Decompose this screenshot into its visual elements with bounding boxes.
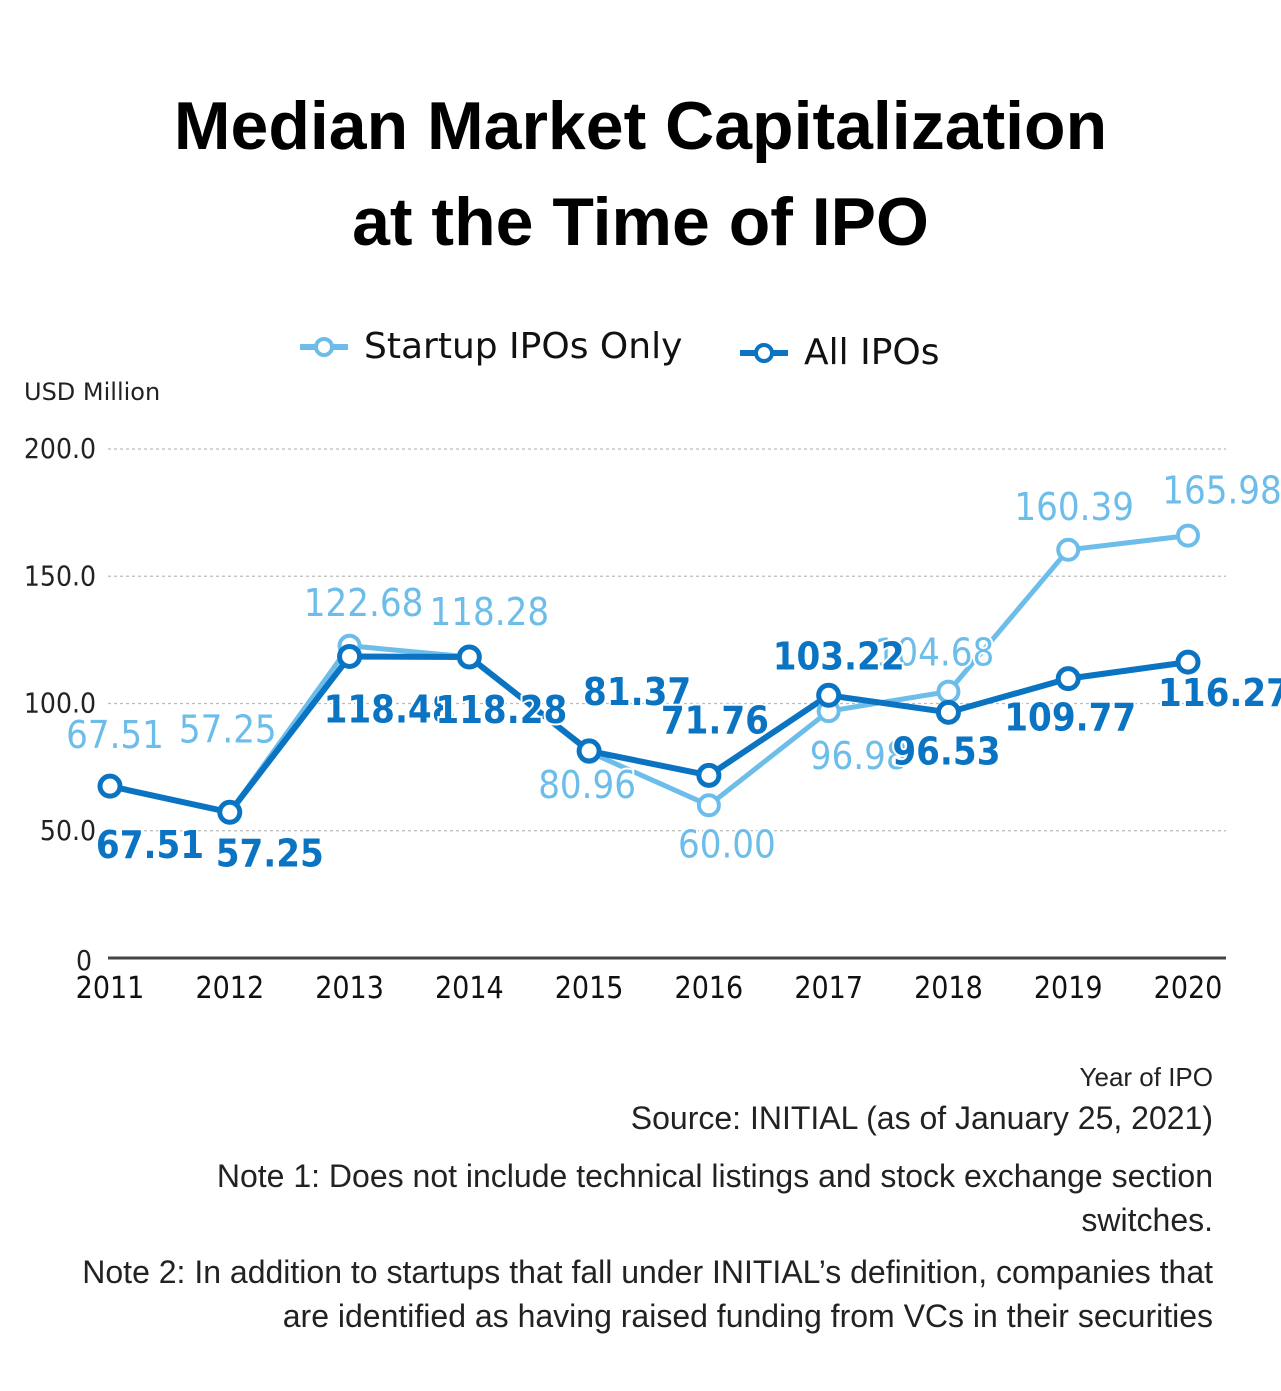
- data-point-startup: [936, 679, 961, 704]
- legend-label-all: All IPOs: [804, 332, 940, 373]
- x-tick-label: 2020: [1154, 971, 1223, 1006]
- data-label-all: 81.37: [583, 670, 691, 714]
- note-2: Note 2: In addition to startups that fal…: [82, 1254, 1213, 1334]
- data-point-all: [456, 644, 482, 670]
- legend-marker-startup-icon: [300, 336, 348, 357]
- y-tick-label: 200.0: [24, 432, 96, 465]
- data-label-all: 103.22: [773, 634, 905, 678]
- y-tick-label: 0: [76, 944, 92, 977]
- source-note: Source: INITIAL (as of January 25, 2021): [630, 1100, 1213, 1136]
- data-label-startup: 122.68: [304, 581, 424, 625]
- x-axis-title: Year of IPO: [1079, 1062, 1213, 1092]
- legend-item-startup: Startup IPOs Only: [298, 326, 682, 367]
- data-point-all: [696, 762, 722, 788]
- data-point-all: [217, 799, 243, 825]
- data-point-all: [816, 682, 842, 708]
- data-point-startup: [1176, 523, 1200, 548]
- series-line-startup: [109, 533, 1189, 815]
- data-point-startup: [696, 793, 721, 818]
- data-label-startup: 57.25: [179, 707, 277, 751]
- data-label-startup: 60.00: [678, 822, 776, 866]
- data-label-startup: 104.68: [875, 631, 995, 675]
- y-tick-label: 150.0: [24, 559, 96, 592]
- data-label-all: 118.28: [435, 688, 567, 732]
- legend-marker-all-icon: [740, 342, 788, 363]
- data-label-startup: 96.98: [810, 734, 908, 778]
- data-point-all: [1055, 666, 1081, 692]
- data-label-all: 67.51: [96, 823, 204, 867]
- chart-title: Median Market Capitalization at the Time…: [0, 78, 1281, 270]
- x-tick-label: 2019: [1034, 971, 1103, 1006]
- data-label-all: 57.25: [216, 831, 324, 875]
- data-label-startup: 165.98: [1162, 469, 1281, 513]
- data-point-all: [935, 699, 961, 725]
- x-tick-label: 2016: [675, 971, 744, 1006]
- data-label-all: 109.77: [1004, 696, 1136, 740]
- data-point-all: [97, 773, 123, 799]
- x-tick-label: 2017: [794, 971, 863, 1006]
- data-point-all: [1175, 649, 1201, 675]
- data-label-all: 118.48: [324, 687, 456, 731]
- data-label-all: 96.53: [892, 729, 1000, 773]
- x-tick-label: 2014: [435, 971, 504, 1006]
- y-tick-label: 50.0: [40, 814, 96, 847]
- series-line-all: [109, 653, 1189, 816]
- title-line-1: Median Market Capitalization: [173, 88, 1108, 164]
- data-label-all: 71.76: [661, 698, 769, 742]
- y-tick-label: 100.0: [24, 687, 96, 720]
- data-label-startup: 160.39: [1014, 485, 1134, 529]
- data-label-startup: 118.28: [430, 590, 550, 634]
- x-tick-label: 2011: [76, 971, 145, 1006]
- x-tick-label: 2012: [195, 971, 264, 1006]
- data-label-all: 116.27: [1158, 671, 1281, 715]
- line-chart: 0 50.0 100.0 150.0 200.0 2011 2012 2013 2014 2015…: [24, 432, 1281, 1006]
- y-axis-label: USD Million: [24, 378, 161, 406]
- data-point-startup: [1056, 537, 1081, 562]
- x-tick-label: 2013: [315, 971, 384, 1006]
- data-point-all: [576, 738, 602, 764]
- title-line-2: at the Time of IPO: [352, 184, 929, 260]
- data-label-startup: 80.96: [538, 763, 636, 807]
- legend-item-all: All IPOs: [738, 332, 940, 373]
- x-tick-label: 2015: [555, 971, 624, 1006]
- x-tick-label: 2018: [914, 971, 983, 1006]
- legend-label-startup: Startup IPOs Only: [364, 326, 683, 367]
- note-1: Note 1: Does not include technical listi…: [216, 1158, 1213, 1238]
- data-point-all: [337, 643, 363, 669]
- data-label-startup: 67.51: [66, 713, 164, 757]
- legend: Startup IPOs Only All IPOs: [0, 326, 1281, 386]
